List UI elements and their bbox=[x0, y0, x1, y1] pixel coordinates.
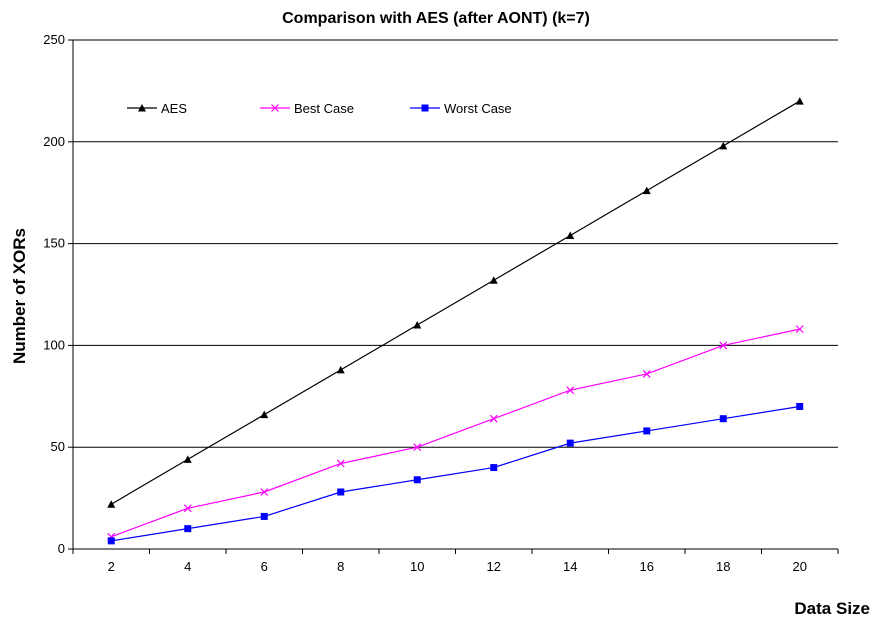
data-point-worst-case bbox=[413, 476, 421, 484]
data-point-aes bbox=[489, 276, 498, 284]
marker-stroke bbox=[795, 325, 804, 334]
data-point-aes bbox=[260, 410, 269, 419]
data-point-aes bbox=[642, 186, 651, 195]
y-tick-label: 250 bbox=[43, 32, 65, 47]
marker-stroke bbox=[719, 341, 728, 350]
y-tick-label: 0 bbox=[58, 541, 65, 556]
data-point-worst-case bbox=[184, 525, 192, 533]
x-tick-label: 4 bbox=[184, 559, 191, 574]
series-group bbox=[107, 97, 804, 545]
data-point-best-case bbox=[183, 504, 192, 513]
legend-label: Best Case bbox=[294, 101, 354, 116]
data-point-worst-case bbox=[107, 537, 115, 545]
legend-label: AES bbox=[161, 101, 187, 116]
data-point-best-case bbox=[336, 459, 345, 468]
data-point-aes bbox=[183, 455, 192, 463]
data-point-aes bbox=[795, 97, 804, 105]
y-axis-label: Number of XORs bbox=[10, 228, 29, 364]
legend-item-best-case: Best Case bbox=[260, 101, 354, 116]
legend-marker bbox=[138, 104, 146, 112]
data-point-best-case bbox=[260, 488, 269, 496]
data-point-best-case bbox=[413, 443, 422, 452]
data-point-worst-case bbox=[337, 488, 345, 496]
legend: AES Best Case Worst Case bbox=[127, 101, 512, 116]
x-tick-label: 12 bbox=[487, 559, 501, 574]
data-point-worst-case bbox=[719, 415, 727, 423]
x-tick-label: 14 bbox=[563, 559, 577, 574]
series-line-best-case bbox=[111, 328, 800, 538]
axes: 0 50 100 150 200 250 2 4 6 8 10 12 14 16 18 20 bbox=[43, 32, 839, 574]
legend-item-worst-case: Worst Case bbox=[410, 101, 512, 116]
data-point-worst-case bbox=[796, 402, 804, 410]
data-point-worst-case bbox=[490, 464, 498, 472]
data-point-best-case bbox=[719, 341, 728, 350]
data-point-aes bbox=[719, 141, 728, 150]
x-tick-label: 6 bbox=[261, 559, 268, 574]
x-axis-label: Data Size bbox=[794, 599, 870, 618]
chart-title: Comparison with AES (after AONT) (k=7) bbox=[282, 10, 590, 27]
gridlines bbox=[73, 39, 838, 448]
marker-stroke bbox=[271, 104, 279, 112]
x-tick-label: 10 bbox=[410, 559, 424, 574]
series-line-worst-case bbox=[111, 405, 800, 542]
series-aes bbox=[107, 97, 804, 508]
marker-stroke bbox=[413, 443, 422, 452]
marker-stroke bbox=[642, 369, 651, 378]
legend-marker bbox=[271, 104, 279, 112]
marker-stroke bbox=[260, 488, 269, 496]
marker-stroke bbox=[336, 459, 345, 468]
data-point-best-case bbox=[642, 369, 651, 378]
data-point-aes bbox=[107, 500, 116, 508]
x-tick-label: 16 bbox=[640, 559, 654, 574]
x-tick-label: 2 bbox=[108, 559, 115, 574]
legend-marker bbox=[421, 104, 429, 112]
x-tick-label: 8 bbox=[337, 559, 344, 574]
legend-label: Worst Case bbox=[444, 101, 512, 116]
data-point-aes bbox=[566, 231, 575, 239]
y-tick-label: 150 bbox=[43, 236, 65, 251]
series-worst-case bbox=[107, 402, 804, 545]
y-tick-label: 50 bbox=[51, 439, 65, 454]
data-point-best-case bbox=[566, 386, 575, 395]
marker-stroke bbox=[566, 386, 575, 395]
marker-stroke bbox=[489, 414, 498, 423]
marker-stroke bbox=[183, 504, 192, 513]
legend-item-aes: AES bbox=[127, 101, 187, 116]
y-tick-label: 100 bbox=[43, 337, 65, 352]
y-tick-label: 200 bbox=[43, 134, 65, 149]
data-point-best-case bbox=[489, 414, 498, 423]
x-tick-label: 18 bbox=[716, 559, 730, 574]
data-point-aes bbox=[336, 365, 345, 374]
series-best-case bbox=[107, 325, 804, 541]
series-line-aes bbox=[110, 100, 801, 505]
data-point-aes bbox=[413, 321, 422, 329]
data-point-worst-case bbox=[260, 512, 268, 520]
data-point-worst-case bbox=[566, 439, 574, 447]
data-point-best-case bbox=[795, 325, 804, 334]
data-point-worst-case bbox=[643, 427, 651, 435]
x-tick-label: 20 bbox=[793, 559, 807, 574]
